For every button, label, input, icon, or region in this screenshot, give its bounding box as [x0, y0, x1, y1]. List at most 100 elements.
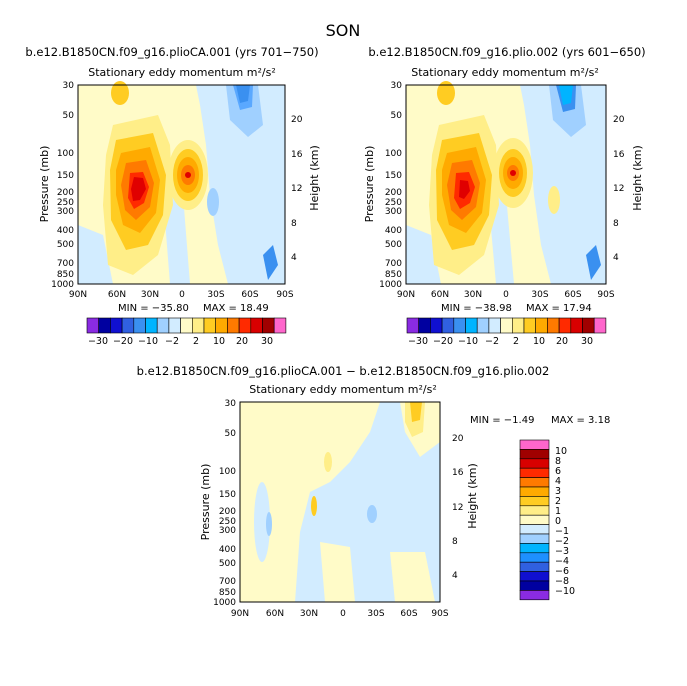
panel-3-ytick: 100 [219, 467, 236, 477]
panel-1-cb-label: −20 [113, 336, 133, 347]
panel-3-ytick: 50 [225, 429, 237, 439]
panel-2-yticks-right: 4 8 12 16 20 [613, 115, 625, 263]
panel-2-ytick: 200 [385, 188, 402, 198]
panel-2-min: MIN = −38.98 [441, 303, 512, 314]
panel-1-xtick: 0 [179, 290, 185, 300]
colorbar-swatch [547, 317, 560, 334]
panel-3-contour-neg-2 [367, 505, 377, 523]
colorbar-swatch [593, 317, 607, 334]
panel-1-ytick-right: 12 [291, 184, 302, 194]
panel-2: b.e12.B1850CN.f09_g16.plio.002 (yrs 601−… [363, 45, 646, 347]
colorbar-swatch [192, 317, 205, 334]
panel-3-contour-neg-light [254, 482, 270, 562]
panel-3-max: MAX = 3.18 [551, 415, 610, 426]
panel-3-min: MIN = −1.49 [470, 415, 534, 426]
panel-2-xticks: 90N 60N 30N 0 30S 60S 90S [397, 290, 615, 300]
colorbar-swatch [519, 561, 550, 572]
colorbar-swatch [121, 317, 135, 334]
panel-2-xtick: 90S [597, 290, 614, 300]
panel-2-contour-pos-b5 [510, 170, 516, 176]
panel-1-contour-pos-top [111, 81, 129, 105]
panel-3-cb-label: −3 [555, 546, 569, 557]
colorbar-swatch [476, 317, 490, 334]
panel-2-ylabel: Pressure (mb) [363, 146, 376, 223]
panel-3-contour-pos-2 [410, 402, 422, 422]
panel-3-contour-pos-4 [324, 452, 332, 472]
panel-2-cb-label: 2 [513, 336, 519, 347]
panel-2-ytick: 500 [385, 240, 402, 250]
panel-3-cb-label: 0 [555, 516, 561, 527]
colorbar-swatch [519, 458, 550, 469]
panel-3-xtick: 60N [266, 609, 284, 619]
panel-3-ytick: 850 [219, 588, 236, 598]
panel-3-contour-pos-3 [311, 496, 317, 516]
colorbar-swatch [273, 317, 287, 334]
panel-1-frame [77, 84, 286, 285]
colorbar-swatch [238, 317, 252, 334]
colorbar-swatch [156, 317, 170, 334]
panel-2-xtick: 60S [564, 290, 581, 300]
panel-3-ytick-right: 4 [452, 571, 458, 581]
panel-1-xticks: 90N 60N 30N 0 30S 60S 90S [69, 290, 294, 300]
panel-1-cb-label: 2 [193, 336, 199, 347]
colorbar-swatch [180, 317, 193, 334]
panel-3-colorbar [519, 439, 550, 601]
figure-season-title: SON [326, 21, 361, 40]
panel-3-cb-label: 3 [555, 486, 561, 497]
panel-1-max: MAX = 18.49 [203, 303, 269, 314]
panel-3-cb-label: −4 [555, 556, 569, 567]
panel-1-ytick-right: 16 [291, 150, 303, 160]
colorbar-swatch [98, 317, 111, 334]
panel-3-xtick: 30S [367, 609, 384, 619]
panel-3-ylabel: Pressure (mb) [199, 464, 212, 541]
panel-2-ytick: 150 [385, 171, 402, 181]
panel-2-ytick-right: 20 [613, 115, 625, 125]
panel-3-cb-label: 8 [555, 456, 561, 467]
colorbar-swatch [145, 317, 158, 334]
colorbar-swatch [110, 317, 123, 334]
panel-1-title: b.e12.B1850CN.f09_g16.plioCA.001 (yrs 70… [25, 45, 318, 59]
panel-1-contour-neg-5 [263, 245, 278, 280]
panel-2-contour-pos-c [548, 186, 560, 214]
panel-1-contour-neg-1 [226, 85, 263, 137]
colorbar-swatch [519, 477, 550, 488]
panel-3-xtick: 30N [300, 609, 318, 619]
panel-3-ytick-right: 16 [452, 468, 464, 478]
colorbar-swatch [227, 317, 240, 334]
panel-2-colorbar [406, 317, 607, 334]
panel-3-yticks: 30 50 100 150 200 250 300 400 500 700 85… [213, 399, 236, 608]
panel-1-xtick: 60S [241, 290, 258, 300]
panel-2-plot [405, 81, 607, 285]
panel-1-ytick: 500 [57, 240, 74, 250]
panel-1-cb-label: 30 [261, 336, 273, 347]
panel-2-xtick: 90N [397, 290, 415, 300]
colorbar-swatch [500, 317, 513, 334]
panel-2-max: MAX = 17.94 [526, 303, 592, 314]
panel-1-cb-label: 20 [236, 336, 248, 347]
colorbar-swatch [519, 590, 550, 601]
panel-2-ytick: 100 [385, 149, 402, 159]
colorbar-swatch [430, 317, 443, 334]
panel-1-ylabel: Pressure (mb) [38, 146, 51, 223]
panel-1-ytick-right: 4 [291, 253, 297, 263]
panel-3-ytick: 300 [219, 526, 236, 536]
panel-1-min: MIN = −35.80 [118, 303, 189, 314]
panel-3-colorbar-labels: 10 8 6 4 3 2 1 0 −1 −2 −3 −4 −6 −8 −10 [555, 446, 575, 597]
panel-3-cb-label: −8 [555, 576, 569, 587]
panel-2-cb-label: 30 [581, 336, 593, 347]
panel-1-contour-neg-4 [207, 188, 219, 216]
panel-2-ytick-right: 16 [613, 150, 625, 160]
panel-2-colorbar-labels: −30 −20 −10 −2 2 10 20 30 [408, 336, 593, 347]
panel-3-cb-label: −10 [555, 586, 575, 597]
panel-2-frame [405, 84, 607, 285]
colorbar-swatch [441, 317, 455, 334]
panel-2-ytick: 400 [385, 226, 402, 236]
panel-3-contour-neg-1 [266, 512, 272, 536]
panel-2-yticks: 30 50 100 150 200 250 300 400 500 700 85… [379, 81, 402, 290]
panel-3-ytick: 400 [219, 545, 236, 555]
colorbar-swatch [519, 533, 550, 544]
panel-3-contour-pos-light-3 [390, 552, 435, 602]
panel-1-xtick: 30S [207, 290, 224, 300]
colorbar-swatch [519, 571, 550, 582]
